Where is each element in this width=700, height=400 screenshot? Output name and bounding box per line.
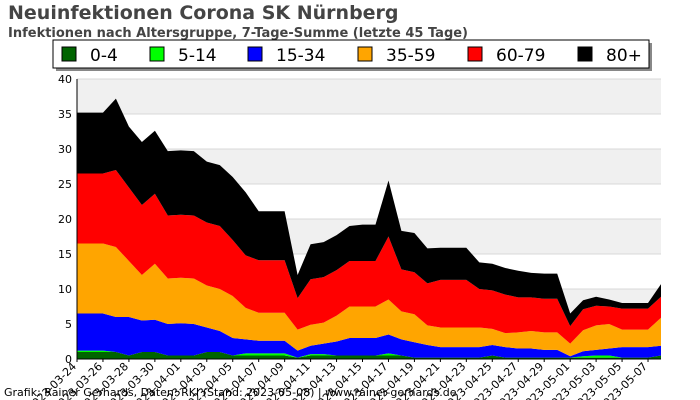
- series-area-15-34: [77, 313, 661, 358]
- y-tick-label: 40: [58, 73, 72, 86]
- legend-swatch-80+: [577, 46, 593, 62]
- y-tick-label: 25: [58, 178, 72, 191]
- legend-box: [52, 39, 650, 69]
- y-tick-label: 35: [58, 108, 72, 121]
- series-area-80+: [77, 98, 661, 327]
- source-credit: Grafik: Rainer Gerhards, Daten: RKI (Sta…: [4, 386, 457, 399]
- grid-band: [77, 79, 661, 114]
- series-area-60-79: [77, 170, 661, 344]
- grid-band: [77, 114, 661, 149]
- chart-title: Neuinfektionen Corona SK Nürnberg: [8, 2, 399, 24]
- series-area-35-59: [77, 243, 661, 357]
- legend-label-5-14: 5-14: [178, 46, 217, 66]
- series-area-5-14: [77, 350, 661, 358]
- legend-label-15-34: 15-34: [276, 46, 325, 66]
- legend-label-80+: 80+: [606, 46, 642, 66]
- chart-subtitle: Infektionen nach Altersgruppe, 7-Tage-Su…: [8, 26, 469, 41]
- y-tick-label: 30: [58, 143, 72, 156]
- legend-label-60-79: 60-79: [496, 46, 545, 66]
- legend-swatch-35-59: [357, 46, 373, 62]
- legend-label-35-59: 35-59: [386, 46, 435, 66]
- legend-swatch-5-14: [149, 46, 165, 62]
- legend-swatch-15-34: [247, 46, 263, 62]
- legend-label-0-4: 0-4: [90, 46, 118, 66]
- y-tick-label: 10: [58, 283, 72, 296]
- y-tick-label: 0: [65, 353, 72, 366]
- legend-swatch-0-4: [61, 46, 77, 62]
- y-tick-label: 5: [65, 318, 72, 331]
- y-tick-label: 15: [58, 248, 72, 261]
- legend-swatch-60-79: [467, 46, 483, 62]
- y-tick-label: 20: [58, 213, 72, 226]
